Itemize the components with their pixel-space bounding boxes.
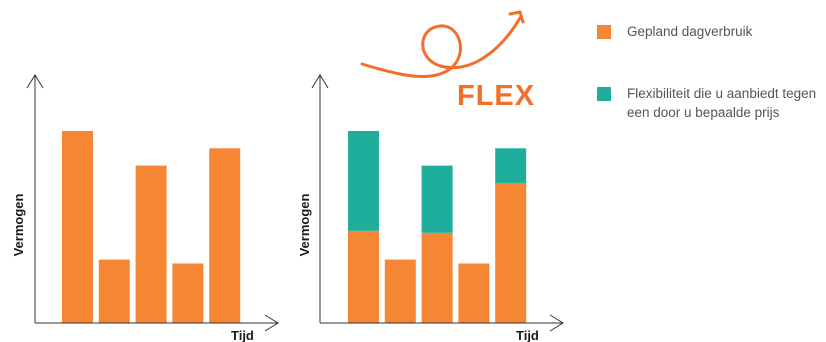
chart-1-bars — [62, 131, 241, 323]
chart-1-bar-3-planned — [135, 165, 167, 323]
chart-1-x-axis-label: Tijd — [231, 328, 254, 342]
chart-1-bar-5-planned — [209, 148, 241, 323]
chart-2-x-axis-label: Tijd — [516, 328, 539, 342]
chart-2-bar-5-planned — [495, 182, 527, 323]
chart-2-bar-3-planned — [421, 232, 453, 323]
flex-loop-arrow-icon — [360, 16, 522, 79]
chart-1-y-axis-arrowhead — [26, 74, 44, 89]
legend-label-flex: Flexibiliteit die u aanbiedt tegen een d… — [627, 86, 817, 120]
chart-2-y-axis-label: Vermogen — [297, 194, 312, 257]
chart-2-bar-1-planned — [348, 230, 379, 323]
chart-2-bar-3-flex — [421, 165, 453, 233]
legend-swatch-flex — [597, 87, 611, 101]
chart-2-y-axis-arrowhead — [311, 74, 329, 89]
chart-1-x-axis-arrowhead — [264, 314, 279, 332]
chart-2-bar-1-flex — [348, 131, 379, 231]
legend-label-planned: Gepland dagverbruik — [627, 24, 753, 39]
legend-item-planned: Gepland dagverbruik — [597, 22, 826, 41]
flex-graphic: FLEX — [360, 10, 535, 112]
legend: Gepland dagverbruik Flexibiliteit die u … — [597, 22, 826, 122]
legend-swatch-planned — [597, 25, 611, 39]
flex-arrowhead-icon — [508, 10, 525, 24]
legend-item-flex: Flexibiliteit die u aanbiedt tegen een d… — [597, 84, 826, 122]
flex-word: FLEX — [457, 80, 535, 112]
chart-2-bar-5-flex — [495, 148, 527, 183]
chart-1-bar-2-planned — [98, 259, 130, 323]
chart-1-bar-4-planned — [172, 263, 204, 323]
chart-1-bar-1-planned — [62, 131, 93, 323]
chart-2-x-axis-arrowhead — [549, 314, 564, 332]
chart-planned-plus-flex: Vermogen Tijd — [297, 74, 564, 342]
chart-2-bar-2-planned — [384, 259, 416, 323]
chart-2-bar-4-planned — [458, 263, 490, 323]
chart-1-y-axis-label: Vermogen — [11, 194, 26, 257]
chart-2-bars — [348, 131, 527, 323]
chart-planned-usage: Vermogen Tijd — [11, 74, 279, 342]
